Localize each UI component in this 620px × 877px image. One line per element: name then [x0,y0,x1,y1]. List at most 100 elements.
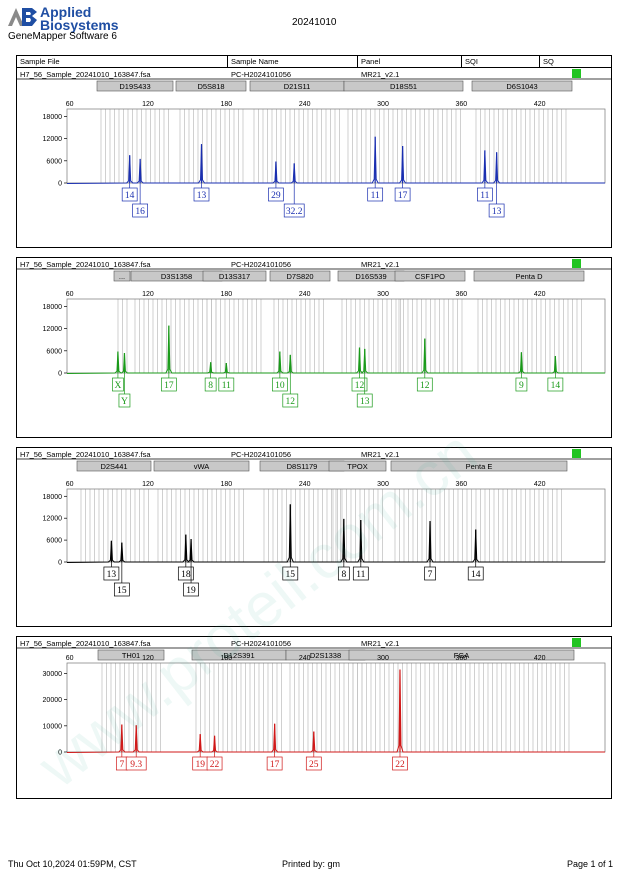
marker-box [76,460,152,472]
allele-box [177,566,194,581]
marker-box [343,80,464,92]
marker-box [153,460,250,472]
marker-box [175,80,247,92]
allele-box [121,187,138,202]
marker-box [97,649,165,661]
allele-box [547,377,564,392]
allele-label: 15 [117,586,127,596]
y-tick-label: 18000 [43,494,63,501]
electropherogram-chart: H7_56_Sample_20241010_163847.fsa PC-H2024… [17,259,611,408]
marker-label: D13S317 [219,272,250,281]
trace-line [66,136,605,184]
allele-box [352,566,369,581]
x-tick-label: 300 [377,481,389,488]
y-tick-label: 6000 [46,158,62,165]
allele-box [118,393,131,408]
x-tick-label: 180 [220,481,232,488]
allele-label: 12 [420,381,430,391]
allele-label: 22 [210,760,220,770]
x-tick-label: 240 [299,481,311,488]
allele-box [268,187,284,202]
allele-box [515,377,528,392]
sq-flag-icon [572,69,581,78]
sample-name: PC-H2024101056 [231,639,291,648]
marker-box [328,460,387,472]
marker-label: D2S1338 [310,651,341,660]
sample-name: PC-H2024101056 [231,70,291,79]
plot-area [66,108,606,184]
x-tick-label: 420 [534,481,546,488]
y-tick-label: 18000 [43,304,63,311]
x-tick-label: 60 [66,291,74,298]
x-tick-label: 420 [534,291,546,298]
allele-box [113,582,130,597]
marker-label: D19S433 [119,82,150,91]
allele-box [477,187,493,202]
allele-label: 17 [270,760,280,770]
marker-box [348,649,575,661]
allele-box [125,756,147,771]
allele-label: 13 [107,570,117,580]
allele-label: 19 [195,760,205,770]
sample-file: H7_56_Sample_20241010_163847.fsa [20,260,151,269]
allele-box [467,566,484,581]
x-tick-label: 240 [299,101,311,108]
electropherogram-panel-black: H7_56_Sample_20241010_163847.fsa PC-H2024… [16,447,612,627]
allele-label: 11 [480,191,489,201]
marker-label: D6S1043 [506,82,537,91]
allele-box [183,582,199,597]
col-panel: Panel [361,57,381,66]
allele-label: 12 [355,381,365,391]
allele-label: 7 [119,760,124,770]
x-tick-label: 300 [377,291,389,298]
plot-area [66,298,606,374]
marker-label: ... [119,272,125,281]
allele-label: Y [121,397,128,407]
marker-label: D7S820 [286,272,313,281]
allele-box [416,377,433,392]
marker-label: FGA [454,651,469,660]
col-sq: SQ [543,57,554,66]
x-tick-label: 360 [456,291,468,298]
ab-logo-icon [8,8,37,26]
x-tick-label: 120 [142,655,154,662]
y-tick-label: 0 [58,560,62,567]
marker-label: D18S51 [390,82,417,91]
allele-label: 9.3 [130,760,142,770]
x-tick-label: 360 [456,481,468,488]
y-tick-label: 12000 [43,516,63,523]
allele-box [351,377,368,392]
run-date: 20241010 [292,17,337,28]
allele-box [356,393,373,408]
y-tick-label: 12000 [43,136,63,143]
x-tick-label: 300 [377,655,389,662]
marker-box [113,270,131,282]
allele-box [392,756,408,771]
allele-label: 18 [181,570,191,580]
allele-label: 17 [164,381,174,391]
allele-label: 13 [360,397,370,407]
allele-label: 14 [551,381,561,391]
y-tick-label: 6000 [46,538,62,545]
allele-box [193,187,210,202]
x-tick-label: 60 [66,481,74,488]
sample-file: H7_56_Sample_20241010_163847.fsa [20,70,151,79]
allele-label: 17 [398,191,408,201]
marker-box [96,80,174,92]
col-sqi: SQI [465,57,478,66]
marker-box [390,460,568,472]
x-tick-label: 360 [456,655,468,662]
allele-box [103,566,120,581]
marker-label: Penta D [515,272,543,281]
panel-name: MR21_v2.1 [361,260,399,269]
allele-label: 14 [471,570,481,580]
brand-name: Applied Biosystems [40,5,119,32]
allele-label: 8 [341,570,346,580]
marker-label: D5S818 [197,82,224,91]
x-tick-label: 60 [66,101,74,108]
col-sample-file: Sample File [20,57,60,66]
allele-box [266,756,283,771]
marker-label: Penta E [466,462,493,471]
panel-name: MR21_v2.1 [361,70,399,79]
allele-label: 13 [197,191,207,201]
